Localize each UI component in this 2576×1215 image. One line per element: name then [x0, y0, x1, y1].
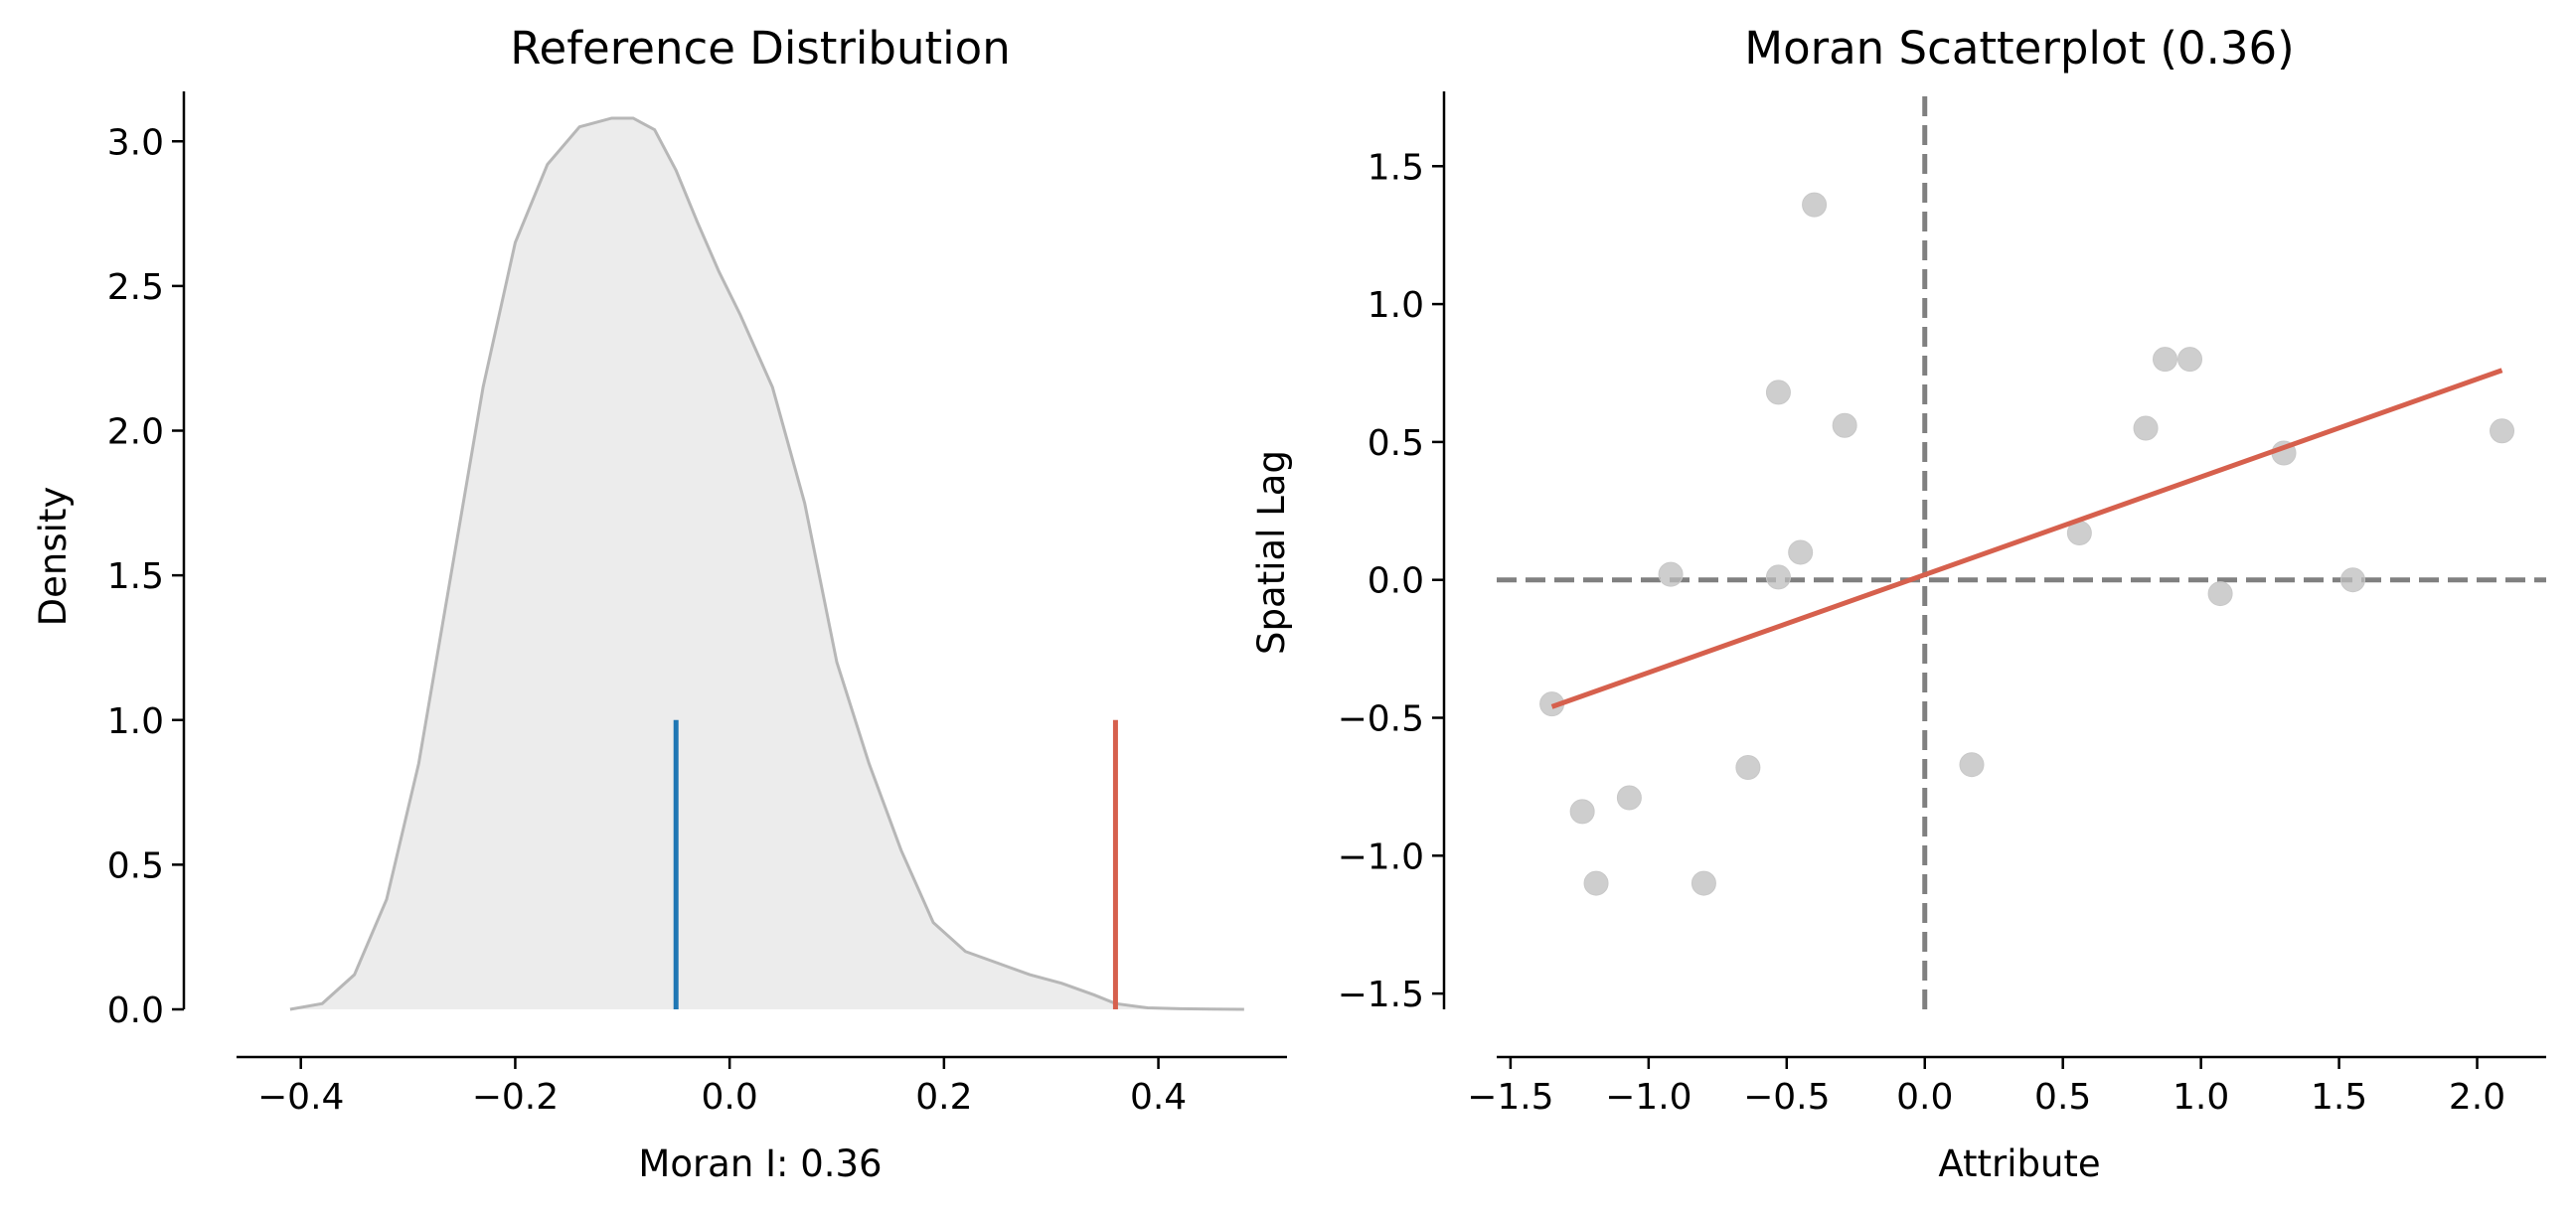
y-tick-label: −1.0 — [1338, 836, 1424, 877]
y-axis-label: Spatial Lag — [1250, 450, 1293, 655]
scatter-point — [1765, 380, 1791, 405]
x-tick-label: −1.5 — [1467, 1077, 1553, 1118]
x-axis: −1.5 −1.0 −0.5 0.0 0.5 1.0 1.5 2.0 — [1467, 1055, 2546, 1118]
y-tick-label: 1.0 — [107, 701, 164, 742]
x-axis-label: Moran I: 0.36 — [638, 1142, 882, 1185]
scatter-point — [2177, 347, 2203, 373]
scatter-point — [1583, 870, 1609, 896]
y-tick-label: 2.5 — [107, 267, 164, 308]
y-tick-label: 0.0 — [107, 990, 164, 1031]
x-tick-label: −0.2 — [472, 1077, 559, 1118]
x-tick-label: 0.4 — [1130, 1077, 1187, 1118]
x-tick-label: 1.5 — [2311, 1077, 2367, 1118]
scatter-point — [1658, 561, 1684, 587]
density-fill — [289, 117, 1244, 1009]
scatter-point — [2339, 567, 2365, 593]
scatter-point — [1788, 539, 1814, 565]
regression-line — [1550, 368, 2503, 709]
x-tick-label: −1.0 — [1605, 1077, 1691, 1118]
y-tick-label: 1.5 — [1368, 147, 1424, 188]
y-tick-label: 1.0 — [1368, 285, 1424, 326]
x-tick-label: −0.5 — [1743, 1077, 1830, 1118]
plot-area — [289, 116, 1244, 1011]
scatter-point — [2490, 418, 2515, 444]
y-tick-label: 0.0 — [1368, 561, 1424, 602]
density-curve — [289, 116, 1244, 1011]
y-tick-label: 0.5 — [107, 845, 164, 886]
scatter-point — [1616, 785, 1642, 811]
x-tick-label: 0.0 — [702, 1077, 758, 1118]
x-tick-label: 0.2 — [915, 1077, 972, 1118]
reference-distribution-panel: Reference Distribution 0.0 0.5 1.0 1.5 2.0 2.… — [32, 22, 1287, 1185]
scatter-point — [2133, 415, 2159, 441]
x-axis: −0.4 −0.2 0.0 0.2 0.4 — [237, 1055, 1287, 1118]
y-tick-label: −0.5 — [1338, 699, 1424, 740]
x-tick-label: 0.0 — [1896, 1077, 1953, 1118]
scatter-point — [1735, 754, 1761, 780]
chart-title: Reference Distribution — [510, 22, 1010, 75]
y-axis-label: Density — [32, 487, 75, 627]
scatter-point — [1765, 564, 1791, 590]
x-axis-label: Attribute — [1938, 1142, 2100, 1185]
scatter-point — [2153, 347, 2178, 373]
y-tick-label: 2.0 — [107, 412, 164, 453]
x-tick-label: 0.5 — [2034, 1077, 2091, 1118]
x-tick-label: −0.4 — [257, 1077, 344, 1118]
moran-scatterplot-panel: Moran Scatterplot (0.36) −1.5 −1.0 −0.5 0.0… — [1250, 22, 2546, 1185]
y-tick-label: 3.0 — [107, 122, 164, 163]
chart-title: Moran Scatterplot (0.36) — [1744, 22, 2294, 75]
scatter-point — [1832, 412, 1857, 438]
x-tick-label: 2.0 — [2449, 1077, 2505, 1118]
plot-area — [1497, 96, 2546, 1011]
scatter-point — [1690, 870, 1716, 896]
y-axis: 0.0 0.5 1.0 1.5 2.0 2.5 3.0 — [107, 91, 186, 1031]
y-tick-label: 0.5 — [1368, 423, 1424, 464]
y-axis: −1.5 −1.0 −0.5 0.0 0.5 1.0 1.5 — [1338, 91, 1446, 1015]
scatter-point — [1569, 799, 1595, 825]
y-tick-label: 1.5 — [107, 556, 164, 597]
scatter-point — [1802, 192, 1828, 218]
scatter-point — [2207, 581, 2233, 607]
y-tick-label: −1.5 — [1338, 975, 1424, 1015]
scatter-point — [1959, 752, 1985, 778]
x-tick-label: 1.0 — [2173, 1077, 2229, 1118]
